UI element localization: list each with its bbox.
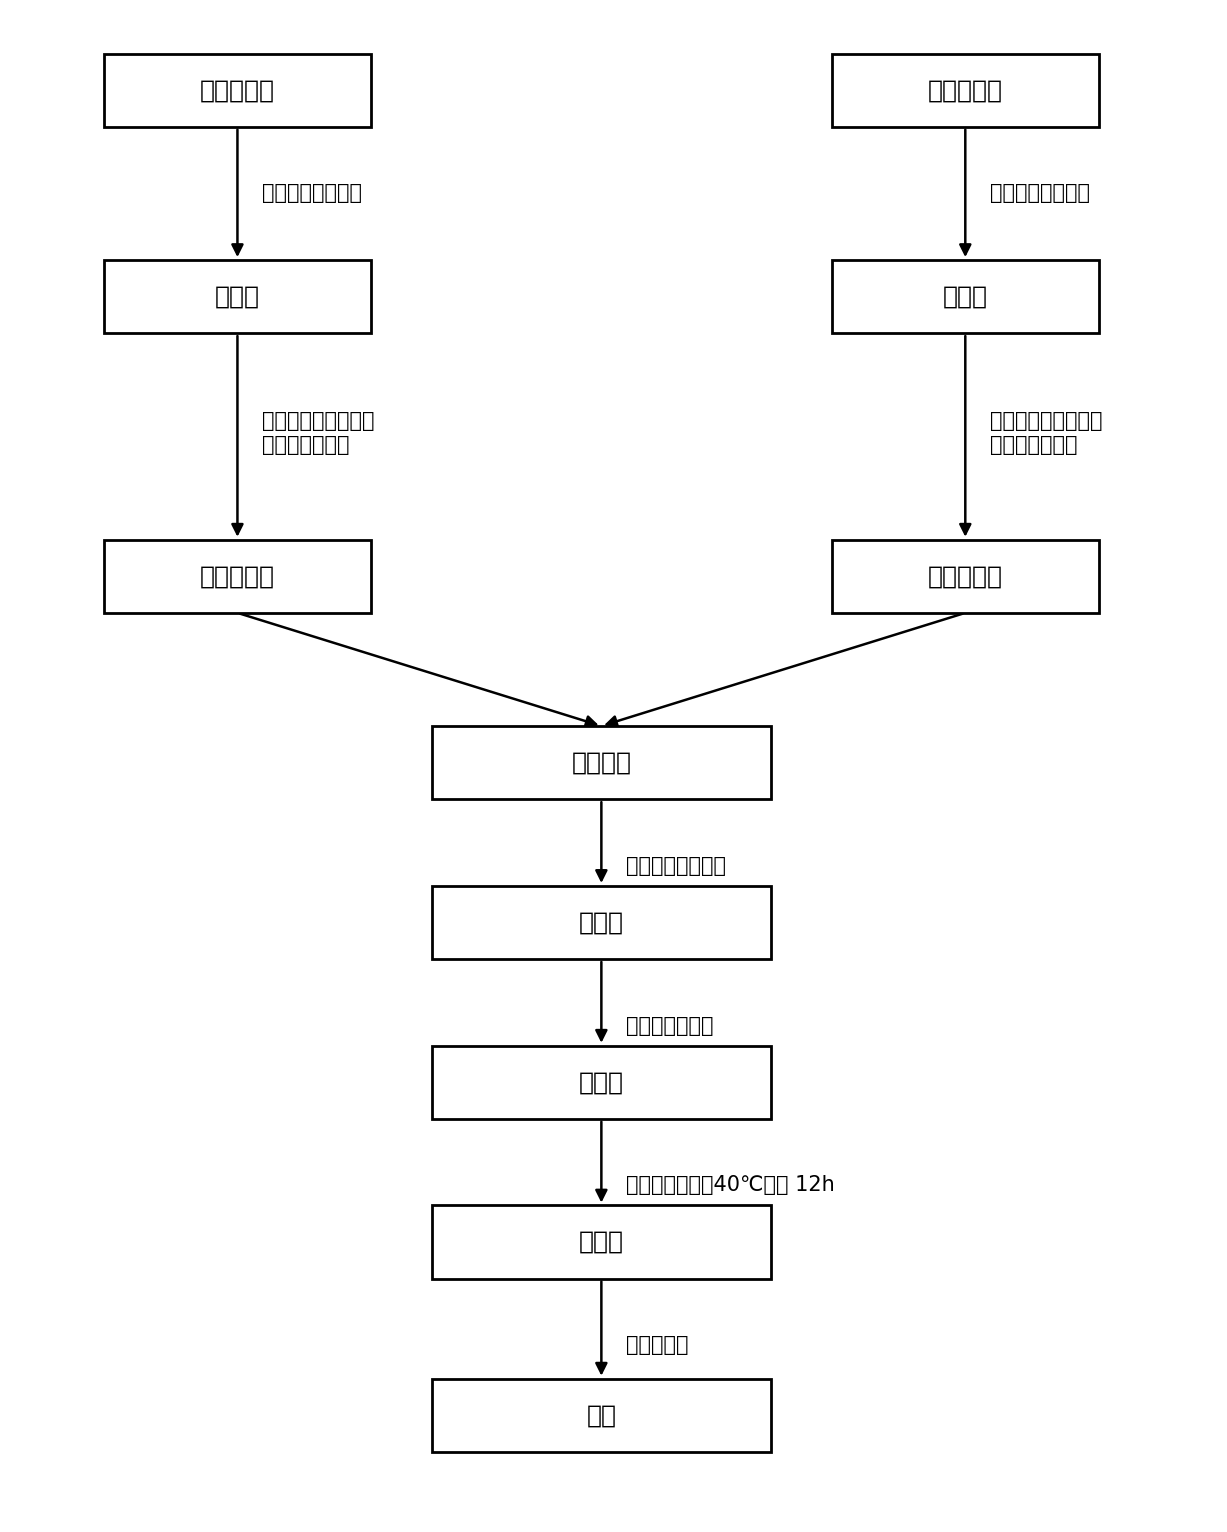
- FancyBboxPatch shape: [832, 54, 1098, 127]
- Text: 混合物: 混合物: [942, 285, 988, 308]
- Text: 双层片芯: 双层片芯: [572, 751, 632, 775]
- FancyBboxPatch shape: [432, 885, 772, 959]
- Text: 成品: 成品: [587, 1403, 616, 1428]
- FancyBboxPatch shape: [104, 54, 371, 127]
- Text: 干压，制粒，整粒，
加入润滑剂混匀: 干压，制粒，整粒， 加入润滑剂混匀: [989, 412, 1102, 455]
- Text: 包控释衣膜，干燥: 包控释衣膜，干燥: [626, 856, 725, 876]
- FancyBboxPatch shape: [104, 260, 371, 332]
- FancyBboxPatch shape: [432, 1046, 772, 1118]
- Text: 混合物: 混合物: [215, 285, 260, 308]
- FancyBboxPatch shape: [432, 1379, 772, 1452]
- Text: 含药层配料: 含药层配料: [200, 78, 275, 103]
- Text: 包衣片: 包衣片: [579, 910, 623, 935]
- FancyBboxPatch shape: [832, 539, 1098, 613]
- Text: 推动层配料: 推动层配料: [928, 78, 1002, 103]
- Text: 推动层颗粒: 推动层颗粒: [928, 564, 1002, 588]
- Text: 包防潮遮光衣，40℃干燥 12h: 包防潮遮光衣，40℃干燥 12h: [626, 1175, 834, 1195]
- FancyBboxPatch shape: [432, 726, 772, 800]
- FancyBboxPatch shape: [432, 1206, 772, 1279]
- Text: 干压，制粒，整粒，
加入润滑剂混匀: 干压，制粒，整粒， 加入润滑剂混匀: [261, 412, 374, 455]
- Text: 激光打孔，检查: 激光打孔，检查: [626, 1016, 713, 1036]
- Text: 质检，包装: 质检，包装: [626, 1336, 688, 1356]
- Text: 备料，过筛，混合: 备料，过筛，混合: [261, 184, 362, 204]
- Text: 打孔片: 打孔片: [579, 1071, 623, 1094]
- FancyBboxPatch shape: [832, 260, 1098, 332]
- Text: 包衣片: 包衣片: [579, 1230, 623, 1255]
- FancyBboxPatch shape: [104, 539, 371, 613]
- Text: 备料，过筛，混合: 备料，过筛，混合: [989, 184, 1090, 204]
- Text: 含药层颗粒: 含药层颗粒: [200, 564, 275, 588]
